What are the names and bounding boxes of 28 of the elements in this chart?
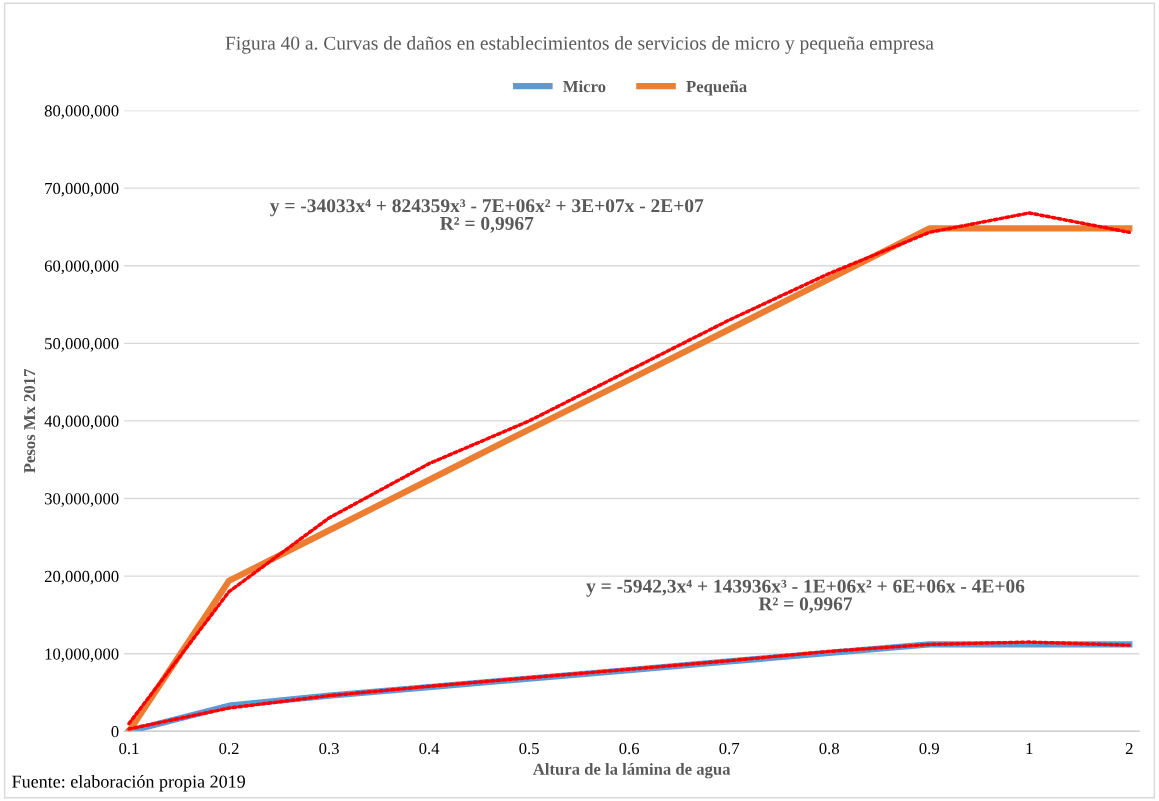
x-tick-label: 0.9 bbox=[919, 742, 939, 755]
y-tick-label: 80,000,000 bbox=[44, 105, 119, 119]
x-tick-label: 0.6 bbox=[619, 742, 640, 755]
x-tick-label: 0.8 bbox=[819, 742, 839, 755]
x-tick-label: 2 bbox=[1125, 742, 1133, 754]
y-tick-label: 10,000,000 bbox=[45, 648, 119, 663]
x-tick-label: 0.4 bbox=[419, 742, 440, 755]
y-tick-label: 40,000,000 bbox=[44, 415, 119, 430]
y-tick-label: 30,000,000 bbox=[44, 493, 119, 507]
y-tick-label: 20,000,000 bbox=[44, 570, 119, 585]
x-tick-label: 0.3 bbox=[319, 742, 339, 755]
y-tick-label: 0 bbox=[111, 726, 119, 738]
chart-title: Figura 40 a. Curvas de daños en establecimientos de servicios de micro y pequeña empresa bbox=[225, 36, 934, 54]
y-tick-label: 50,000,000 bbox=[45, 338, 119, 352]
y-tick-label: 60,000,000 bbox=[44, 260, 119, 275]
legend-label: Pequeña bbox=[686, 80, 747, 96]
legend-label: Micro bbox=[563, 80, 606, 93]
x-axis-title: Altura de la lámina de agua bbox=[532, 763, 731, 779]
source-note: Fuente: elaboración propia 2019 bbox=[12, 774, 245, 792]
annotation: y = -5942,3x⁴ + 143936x³ - 1E+06x² + 6E+06x - 4E+06 R² = 0,9967 bbox=[586, 579, 1025, 614]
x-tick-label: 0.1 bbox=[119, 742, 139, 755]
x-tick-label: 1 bbox=[1026, 742, 1033, 754]
x-tick-label: 0.2 bbox=[219, 742, 239, 755]
x-tick-label: 0.5 bbox=[519, 742, 539, 755]
x-tick-label: 0.7 bbox=[719, 742, 740, 755]
annotation: y = -34033x⁴ + 824359x³ - 7E+06x² + 3E+07x - 2E+07 R² = 0,9967 bbox=[269, 199, 704, 233]
y-tick-label: 70,000,000 bbox=[45, 182, 119, 197]
y-axis-title: Pesos Mx 2017 bbox=[23, 369, 36, 473]
